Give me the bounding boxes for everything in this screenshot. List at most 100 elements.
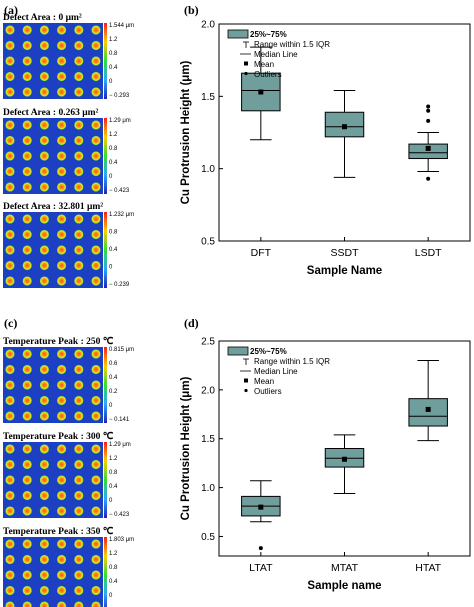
bump-pad [74, 539, 84, 549]
bump-pad [74, 490, 84, 501]
bump-pad [39, 380, 50, 390]
bump-pad [22, 490, 32, 501]
bump-pad [22, 245, 32, 255]
bump-pad [91, 120, 101, 130]
color-bar-tick: 0.2 [109, 389, 118, 395]
bump-pad [22, 151, 32, 161]
bump-pad [5, 539, 15, 549]
height-map: Defect Area : 32.801 μm² 1.232 μm 0.8 0.4 0 −… [3, 202, 134, 288]
bump-pad [74, 585, 84, 596]
bump-pad [57, 585, 67, 596]
color-bar-tick: 1.803 μm [109, 537, 134, 543]
map-background [3, 118, 103, 194]
bump-pad [39, 87, 50, 97]
color-bar-tick: 0 [109, 403, 113, 409]
bump-pad [22, 506, 32, 516]
color-bar-tick: 1.544 μm [109, 23, 134, 29]
height-map: Temperature Peak : 300 ℃1.29 μm 1.2 0.8 0.4… [3, 431, 131, 518]
color-bar-tick: 1.2 [109, 456, 118, 462]
mean-marker [258, 504, 264, 510]
box-dft [241, 46, 281, 141]
mean-marker [425, 145, 431, 151]
box-lsdt [408, 104, 448, 181]
outlier-point [426, 104, 431, 109]
bump-pad [5, 229, 15, 240]
bump-pad [74, 40, 84, 51]
color-bar-tick: 0 [109, 498, 113, 504]
bump-pad [5, 260, 15, 271]
bump-pad [22, 40, 32, 51]
legend-label-mean: Mean [254, 60, 274, 69]
y-tick-label: 2.0 [201, 385, 215, 396]
box-ltat [241, 480, 281, 551]
y-tick-label: 1.5 [201, 434, 215, 445]
bump-pad [74, 601, 84, 607]
bump-pad [39, 71, 50, 82]
legend-label-box: 25%~75% [250, 30, 287, 39]
legend-mean-marker [244, 378, 248, 383]
bump-pad [74, 182, 84, 192]
height-map: Temperature Peak : 250 ℃0.815 μm 0.6 0.4 0.… [3, 336, 134, 423]
color-bar-tick: 1.29 μm [109, 118, 131, 124]
color-bar [104, 442, 107, 518]
bump-pad [39, 214, 50, 224]
box-chart-b: 0.5 1.0 1.5 2.0 DFT SSDT LSDT Sample Name Cu Pro… [180, 20, 471, 277]
bump-pad [39, 120, 50, 130]
legend-label-outliers: Outliers [254, 70, 282, 79]
color-bar [104, 118, 107, 194]
bump-pad [57, 506, 67, 516]
bump-pad [5, 151, 15, 161]
bump-pad [22, 56, 32, 66]
bump-pad [91, 554, 101, 565]
x-tick-label: HTAT [415, 562, 441, 574]
map-background [3, 537, 103, 607]
bump-pad [57, 459, 67, 470]
bump-pad [22, 459, 32, 470]
y-axis-label: Cu Protrusion Height (μm) [180, 376, 192, 520]
panel-label-b: (b) [184, 3, 199, 17]
bump-pad [39, 490, 50, 501]
bump-pad [22, 570, 32, 580]
bump-pad [91, 229, 101, 240]
bump-pad [39, 56, 50, 66]
map-title: Temperature Peak : 250 ℃ [3, 336, 114, 347]
bump-pad [91, 395, 101, 406]
x-tick-label: DFT [251, 247, 272, 259]
bump-pad [5, 554, 15, 565]
legend-label-median: Median Line [254, 50, 298, 59]
bump-pad [57, 349, 67, 359]
bump-pad [57, 214, 67, 224]
bump-pad [74, 245, 84, 255]
bump-pad [5, 25, 15, 35]
bump-pad [57, 411, 67, 421]
bump-pad [57, 276, 67, 286]
height-map: Defect Area : 0 μm² 1.544 μm 1.2 0.8 0.4 0 − 0… [3, 13, 134, 99]
bump-pad [91, 506, 101, 516]
color-bar-tick: 1.232 μm [109, 212, 134, 218]
bump-pad [74, 570, 84, 580]
bump-pad [57, 245, 67, 255]
mean-marker [342, 456, 347, 462]
map-title: Defect Area : 0.263 μm² [3, 108, 99, 118]
bump-pad [91, 601, 101, 607]
bump-pad [39, 260, 50, 271]
legend-outlier-marker [244, 388, 248, 393]
bump-pad [91, 135, 101, 146]
y-tick-label: 2.5 [201, 337, 215, 348]
bump-pad [22, 214, 32, 224]
bump-pad [39, 229, 50, 240]
bump-pad [5, 135, 15, 146]
bump-pad [39, 585, 50, 596]
bump-pad [39, 459, 50, 470]
iqr-box [241, 72, 281, 112]
y-tick-label: 1.0 [201, 483, 215, 494]
bump-pad [74, 411, 84, 421]
bump-pad [22, 25, 32, 35]
bump-pad [57, 475, 67, 485]
bump-pad [74, 71, 84, 82]
outlier-point [426, 176, 431, 181]
color-bar [104, 212, 107, 288]
color-bar-tick: − 0.423 [109, 512, 130, 518]
